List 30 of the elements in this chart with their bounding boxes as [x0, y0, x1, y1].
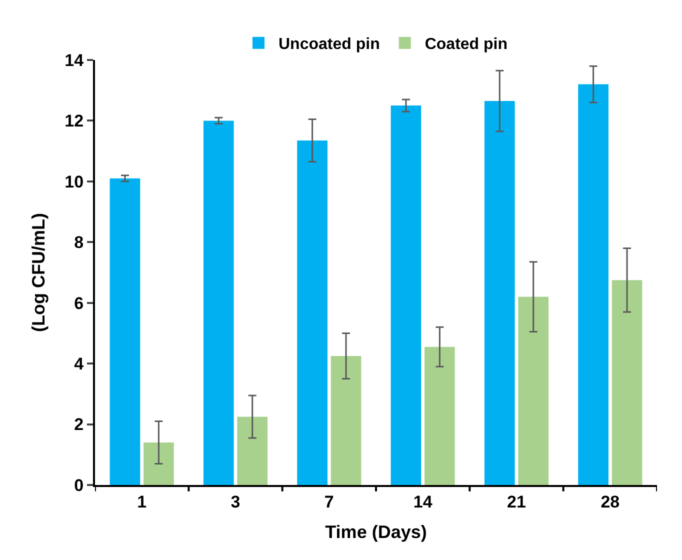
- x-tick-label: 14: [413, 492, 433, 512]
- bar: [612, 280, 642, 485]
- y-tick-label: 6: [74, 294, 84, 313]
- y-tick-label: 0: [74, 476, 84, 495]
- legend-label: Uncoated pin: [278, 36, 380, 54]
- y-tick-label: 14: [64, 50, 84, 70]
- y-tick-label: 8: [74, 233, 84, 252]
- y-tick-label: 2: [74, 415, 84, 434]
- x-tick-label: 1: [137, 492, 147, 512]
- y-tick-label: 4: [74, 354, 84, 374]
- y-tick-label: 12: [64, 112, 84, 131]
- bar: [144, 442, 174, 485]
- x-tick-label: 3: [230, 492, 240, 512]
- x-axis-title: Time (Days): [325, 522, 427, 542]
- y-tick-label: 10: [64, 172, 84, 192]
- bar: [203, 120, 234, 485]
- x-tick-label: 7: [324, 492, 334, 512]
- bar: [390, 106, 422, 485]
- bar: [237, 416, 268, 485]
- legend-label: Coated pin: [424, 36, 508, 54]
- bar: [578, 84, 608, 485]
- x-tick-label: 21: [507, 492, 526, 512]
- bar: [297, 140, 328, 485]
- bar: [424, 346, 455, 485]
- y-axis-title: (Log CFU/mL): [28, 213, 48, 332]
- bar: [110, 178, 140, 485]
- bar: [518, 296, 549, 485]
- x-tick-label: 28: [600, 492, 620, 512]
- bar: [484, 100, 515, 485]
- bar: [330, 356, 362, 485]
